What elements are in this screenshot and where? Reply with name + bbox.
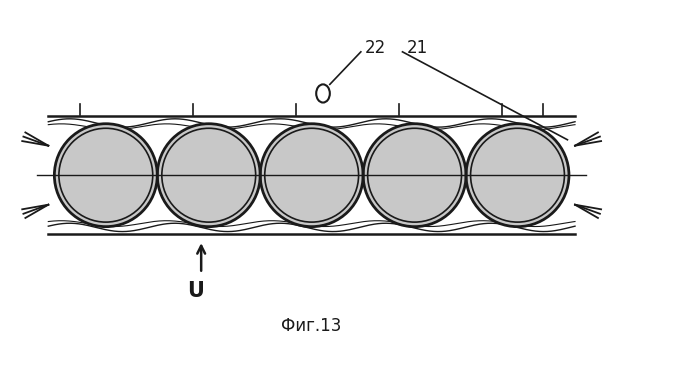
- Text: U: U: [187, 281, 203, 301]
- Circle shape: [55, 124, 157, 227]
- Text: Фиг.13: Фиг.13: [282, 318, 342, 336]
- Circle shape: [260, 124, 363, 227]
- Circle shape: [363, 124, 466, 227]
- Circle shape: [466, 124, 569, 227]
- Text: 22: 22: [365, 39, 386, 57]
- Circle shape: [157, 124, 260, 227]
- Text: 21: 21: [406, 39, 428, 57]
